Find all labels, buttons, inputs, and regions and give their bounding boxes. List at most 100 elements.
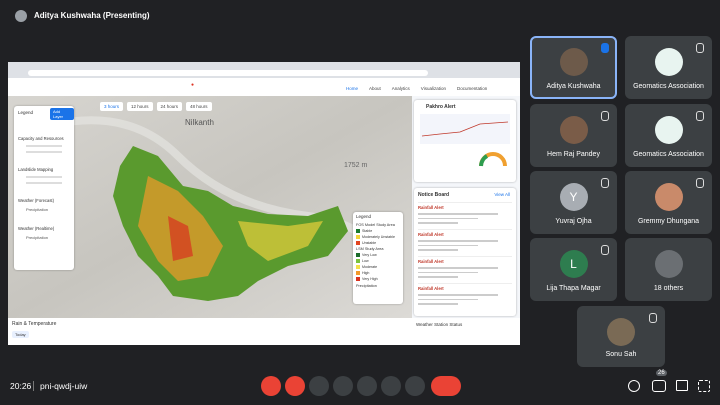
map — [8, 96, 412, 318]
today-tab[interactable]: Today — [12, 331, 29, 338]
nav-link[interactable]: Visualization — [420, 86, 446, 91]
legend-swatch — [356, 235, 360, 239]
nav-link[interactable]: Home — [346, 86, 359, 91]
legend-entry: High — [356, 271, 395, 275]
participant-tile: Gremmy Dhungana — [625, 171, 712, 234]
address-bar — [28, 70, 428, 76]
legend-entry: Low — [356, 259, 395, 263]
participant-name: Geomatics Association — [633, 83, 704, 90]
nav-link[interactable]: Documentation — [456, 86, 488, 91]
gauge — [479, 152, 507, 167]
notice-title: Rainfall Alert — [418, 232, 444, 237]
participant-tile: Hem Raj Pandey — [530, 104, 617, 167]
layer-row — [26, 151, 62, 153]
avatar — [607, 318, 635, 346]
nav-link[interactable]: Analytics — [391, 86, 410, 91]
layers-title: Legend — [18, 110, 34, 115]
notice-text-line — [418, 267, 498, 269]
legend-swatch — [356, 229, 360, 233]
legend-label: Moderately Unstable — [362, 235, 395, 239]
activities-button[interactable] — [698, 380, 710, 392]
legend-section: LSM Study Area — [356, 247, 384, 251]
legend-label: Stable — [362, 229, 373, 233]
nav-link[interactable]: About — [369, 86, 381, 91]
avatar: L — [559, 250, 588, 278]
leave-button[interactable] — [431, 376, 461, 396]
clock: 20:26 — [10, 381, 32, 391]
time-tabs: 3 hours 12 hours 24 hours 48 hours — [100, 102, 212, 111]
mic-muted-icon — [696, 111, 704, 121]
alert-panel: Pakhro Alert — [414, 100, 516, 182]
participant-name: Gremmy Dhungana — [637, 218, 700, 225]
participant-tile: Y Yuvraj Ojha — [530, 171, 617, 234]
legend-swatch — [356, 259, 360, 263]
participant-name: Yuvraj Ojha — [555, 218, 592, 225]
alert-graph — [420, 114, 510, 144]
notice-text-line — [418, 244, 478, 246]
layer-group: Landslide Mapping — [18, 167, 54, 172]
nav: Home About Analytics Visualization Documenta… — [346, 86, 487, 91]
notice-text-line — [418, 298, 478, 300]
info-button[interactable] — [628, 380, 640, 392]
legend-swatch — [356, 271, 360, 275]
notice-text-line — [418, 240, 498, 242]
legend-label: Very High — [362, 277, 378, 281]
chat-button[interactable] — [676, 380, 688, 391]
notice: Rainfall Alert — [418, 283, 512, 310]
place-label: Nilkanth — [185, 118, 214, 127]
time-tab[interactable]: 48 hours — [186, 102, 212, 111]
time-tab[interactable]: 3 hours — [100, 102, 124, 111]
participant-tile: Sonu Sah — [577, 306, 665, 367]
alert-title: Pakhro Alert — [426, 104, 456, 110]
site-logo: ● — [191, 82, 195, 88]
shared-screen: ● Home About Analytics Visualization Documen… — [8, 62, 520, 345]
map-legend-title: Legend — [356, 214, 372, 219]
notice-text-line — [418, 222, 458, 224]
rain-title: Rain & Temperature — [12, 321, 57, 327]
mic-muted-icon — [696, 178, 704, 188]
layer-group: Weather (Realtime) — [18, 226, 55, 231]
notice-board: Notice Board View All Rainfall Alert Rain… — [414, 188, 516, 316]
meeting-code: pni-qwdj-uiw — [40, 381, 88, 391]
more-button[interactable] — [405, 376, 425, 396]
divider — [33, 381, 34, 391]
layer-group: Capacity and Resources — [18, 136, 64, 141]
emoji-button[interactable] — [333, 376, 353, 396]
station-title: Weather Station Status — [416, 322, 463, 327]
notice-title: Rainfall Alert — [418, 205, 444, 210]
raise-hand-button[interactable] — [381, 376, 401, 396]
legend-label: Moderate — [362, 265, 378, 269]
layer-row — [26, 145, 62, 147]
layer-item: Precipitation — [26, 235, 49, 240]
view-all-link[interactable]: View All — [494, 192, 510, 197]
map-legend: Legend FOS Model Study Area Stable Moderat… — [353, 212, 403, 304]
time-tab[interactable]: 12 hours — [127, 102, 153, 111]
notice-text-line — [418, 276, 458, 278]
notice-text-line — [418, 217, 478, 219]
participant-count: 26 — [656, 370, 667, 376]
mic-button[interactable] — [261, 376, 281, 396]
mic-muted-icon — [696, 43, 704, 53]
camera-button[interactable] — [285, 376, 305, 396]
layer-row — [26, 176, 62, 178]
participant-name: 18 others — [653, 285, 684, 292]
participant-tile: 18 others — [625, 238, 712, 301]
layers-panel: Legend Add Layer Capacity and Resources L… — [14, 106, 74, 270]
notice-text-line — [418, 249, 458, 251]
time-tab[interactable]: 24 hours — [156, 102, 183, 111]
people-button[interactable] — [652, 380, 666, 392]
present-button[interactable] — [357, 376, 377, 396]
captions-button[interactable] — [309, 376, 329, 396]
legend-entry: Moderately Unstable — [356, 235, 395, 239]
notice-text-line — [418, 213, 498, 215]
notice: Rainfall Alert — [418, 256, 512, 283]
add-layer-button[interactable]: Add Layer — [50, 108, 74, 120]
avatar — [654, 48, 683, 76]
mic-muted-icon — [601, 178, 609, 188]
layer-row — [26, 182, 62, 184]
mic-muted-icon — [601, 43, 609, 53]
legend-swatch — [356, 253, 360, 257]
mic-muted-icon — [601, 111, 609, 121]
legend-label: High — [362, 271, 370, 275]
